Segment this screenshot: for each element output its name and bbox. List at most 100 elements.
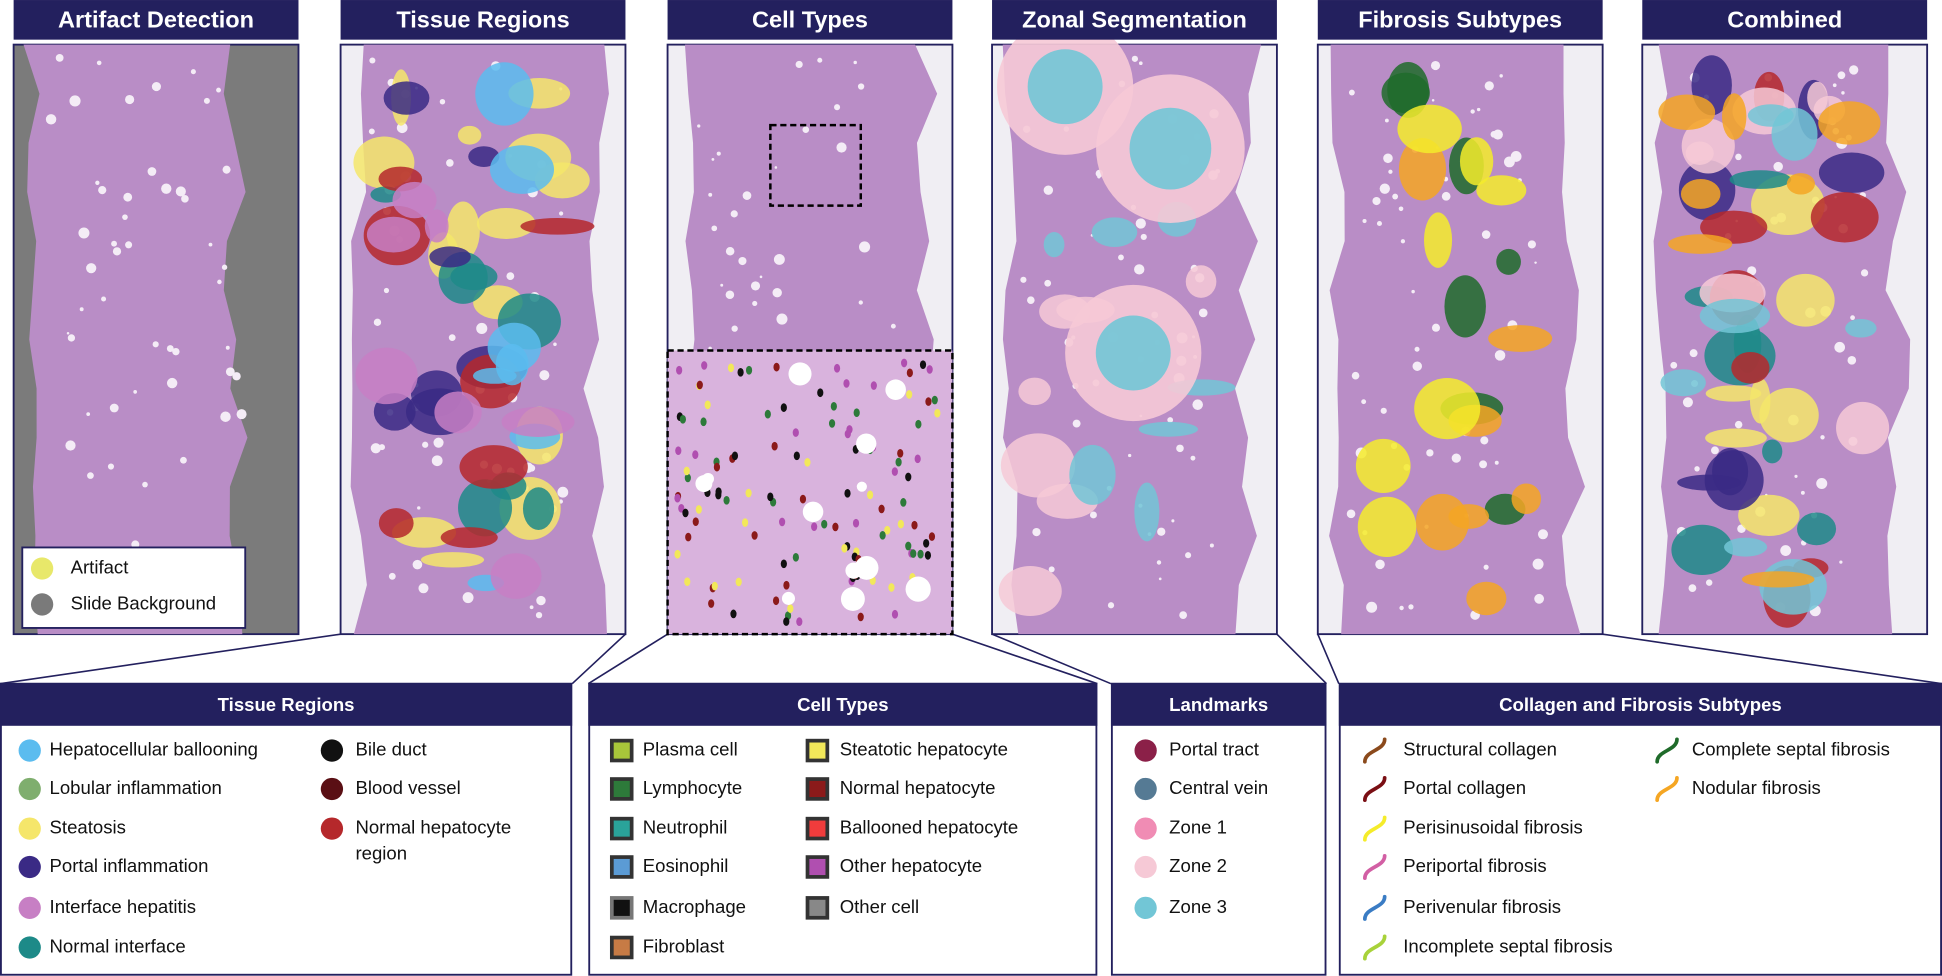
steatosis-vacuole: [98, 186, 107, 195]
steatosis-vacuole: [1480, 436, 1489, 445]
cell-mark: [675, 446, 682, 455]
steatosis-vacuole: [1534, 261, 1537, 264]
cell-mark: [926, 365, 933, 374]
overlay-region: [1459, 137, 1494, 186]
overlay-region: [1724, 537, 1768, 557]
steatosis-vacuole: [142, 481, 148, 488]
cell-mark: [708, 599, 715, 608]
vacuole: [885, 379, 906, 400]
steatosis-vacuole: [716, 151, 721, 156]
steatosis-vacuole: [1441, 191, 1451, 201]
overlay-region: [1700, 210, 1768, 244]
overlay-region: [1771, 107, 1818, 161]
legend-label: Periportal fibrosis: [1403, 855, 1546, 876]
steatosis-vacuole: [101, 296, 107, 302]
cell-mark: [682, 508, 689, 518]
steatosis-vacuole: [1694, 466, 1700, 472]
steatosis-vacuole: [1431, 323, 1441, 332]
steatosis-vacuole: [55, 53, 64, 62]
steatosis-vacuole: [697, 124, 701, 128]
steatosis-vacuole: [506, 272, 515, 281]
overlay-region: [1845, 318, 1877, 338]
steatosis-vacuole: [190, 69, 196, 75]
overlay-region: [378, 508, 414, 539]
steatosis-vacuole: [1537, 529, 1549, 540]
steatosis-vacuole: [172, 347, 180, 356]
overlay-region: [475, 62, 534, 126]
steatosis-vacuole: [1747, 266, 1757, 276]
cell-mark: [915, 419, 922, 429]
steatosis-vacuole: [95, 180, 100, 185]
cell-mark: [910, 549, 917, 558]
overlay-region: [1731, 351, 1770, 384]
steatosis-vacuole: [725, 246, 735, 256]
overlay-region: [1681, 118, 1735, 174]
cell-mark: [878, 504, 885, 514]
steatosis-vacuole: [857, 83, 865, 90]
legend-label: Steatotic hepatocyte: [840, 738, 1008, 759]
cell-mark: [799, 494, 807, 504]
steatosis-vacuole: [774, 166, 778, 169]
overlay-region: [476, 208, 536, 239]
steatosis-vacuole: [1832, 83, 1837, 88]
vacuole: [840, 587, 865, 611]
cell-mark: [866, 490, 874, 500]
steatosis-vacuole: [1089, 511, 1097, 519]
steatosis-vacuole: [111, 240, 117, 247]
legend-title: Collagen and Fibrosis Subtypes: [1499, 694, 1782, 715]
overlay-region: [1018, 377, 1051, 406]
legend-label: Lobular inflammation: [50, 777, 222, 798]
legend-swatch: [320, 777, 344, 801]
steatosis-vacuole: [1499, 74, 1503, 78]
overlay-region: [355, 347, 418, 405]
overlay-region: [366, 216, 421, 253]
cell-mark: [895, 457, 902, 467]
steatosis-vacuole: [1481, 230, 1491, 239]
cell-mark: [771, 441, 778, 451]
overlay-region: [446, 201, 480, 261]
overlay-region: [1776, 273, 1835, 327]
steatosis-vacuole: [1176, 444, 1184, 453]
legend-swatch: [1362, 737, 1387, 764]
steatosis-vacuole: [772, 288, 782, 298]
cell-mark: [711, 581, 718, 591]
steatosis-vacuole: [708, 192, 713, 197]
legend-swatch: [1362, 853, 1387, 880]
steatosis-vacuole: [853, 60, 857, 65]
steatosis-vacuole: [859, 241, 871, 253]
legend-swatch: [1134, 739, 1157, 762]
legend-box: Landmarks Portal tract Central vein Zone 1 Z…: [1110, 682, 1327, 976]
cell-mark: [804, 457, 811, 467]
steatosis-vacuole: [373, 318, 382, 327]
legend-label: Complete septal fibrosis: [1692, 738, 1890, 759]
legend-label: Ballooned hepatocyte: [840, 816, 1019, 837]
overlay-region: [457, 125, 482, 145]
steatosis-vacuole: [795, 60, 803, 68]
overlay-region: [1677, 474, 1742, 491]
steatosis-vacuole: [1476, 107, 1481, 112]
steatosis-vacuole: [1185, 552, 1192, 559]
overlay-region: [487, 322, 541, 372]
steatosis-vacuole: [1043, 185, 1054, 195]
panel: Zonal Segmentation: [991, 0, 1278, 636]
steatosis-vacuole: [553, 342, 557, 347]
steatosis-vacuole: [220, 411, 231, 422]
steatosis-vacuole: [368, 128, 375, 135]
steatosis-vacuole: [370, 443, 381, 454]
cell-mark: [792, 428, 799, 437]
steatosis-vacuole: [759, 275, 763, 279]
legend-label: Slide Background: [71, 592, 217, 613]
steatosis-vacuole: [1839, 560, 1843, 564]
panel-title-bar: [667, 0, 953, 40]
overlay-region: [1660, 369, 1706, 397]
overlay-region: [522, 487, 555, 530]
steatosis-vacuole: [1780, 545, 1792, 556]
legend-label: Eosinophil: [643, 855, 729, 876]
steatosis-vacuole: [890, 323, 896, 329]
overlay-region: [1759, 387, 1819, 443]
legend-label: Perivenular fibrosis: [1403, 896, 1561, 917]
overlay-region: [1818, 152, 1885, 193]
steatosis-vacuole: [1408, 604, 1414, 610]
cell-mark: [692, 450, 699, 459]
steatosis-vacuole: [1138, 61, 1143, 66]
